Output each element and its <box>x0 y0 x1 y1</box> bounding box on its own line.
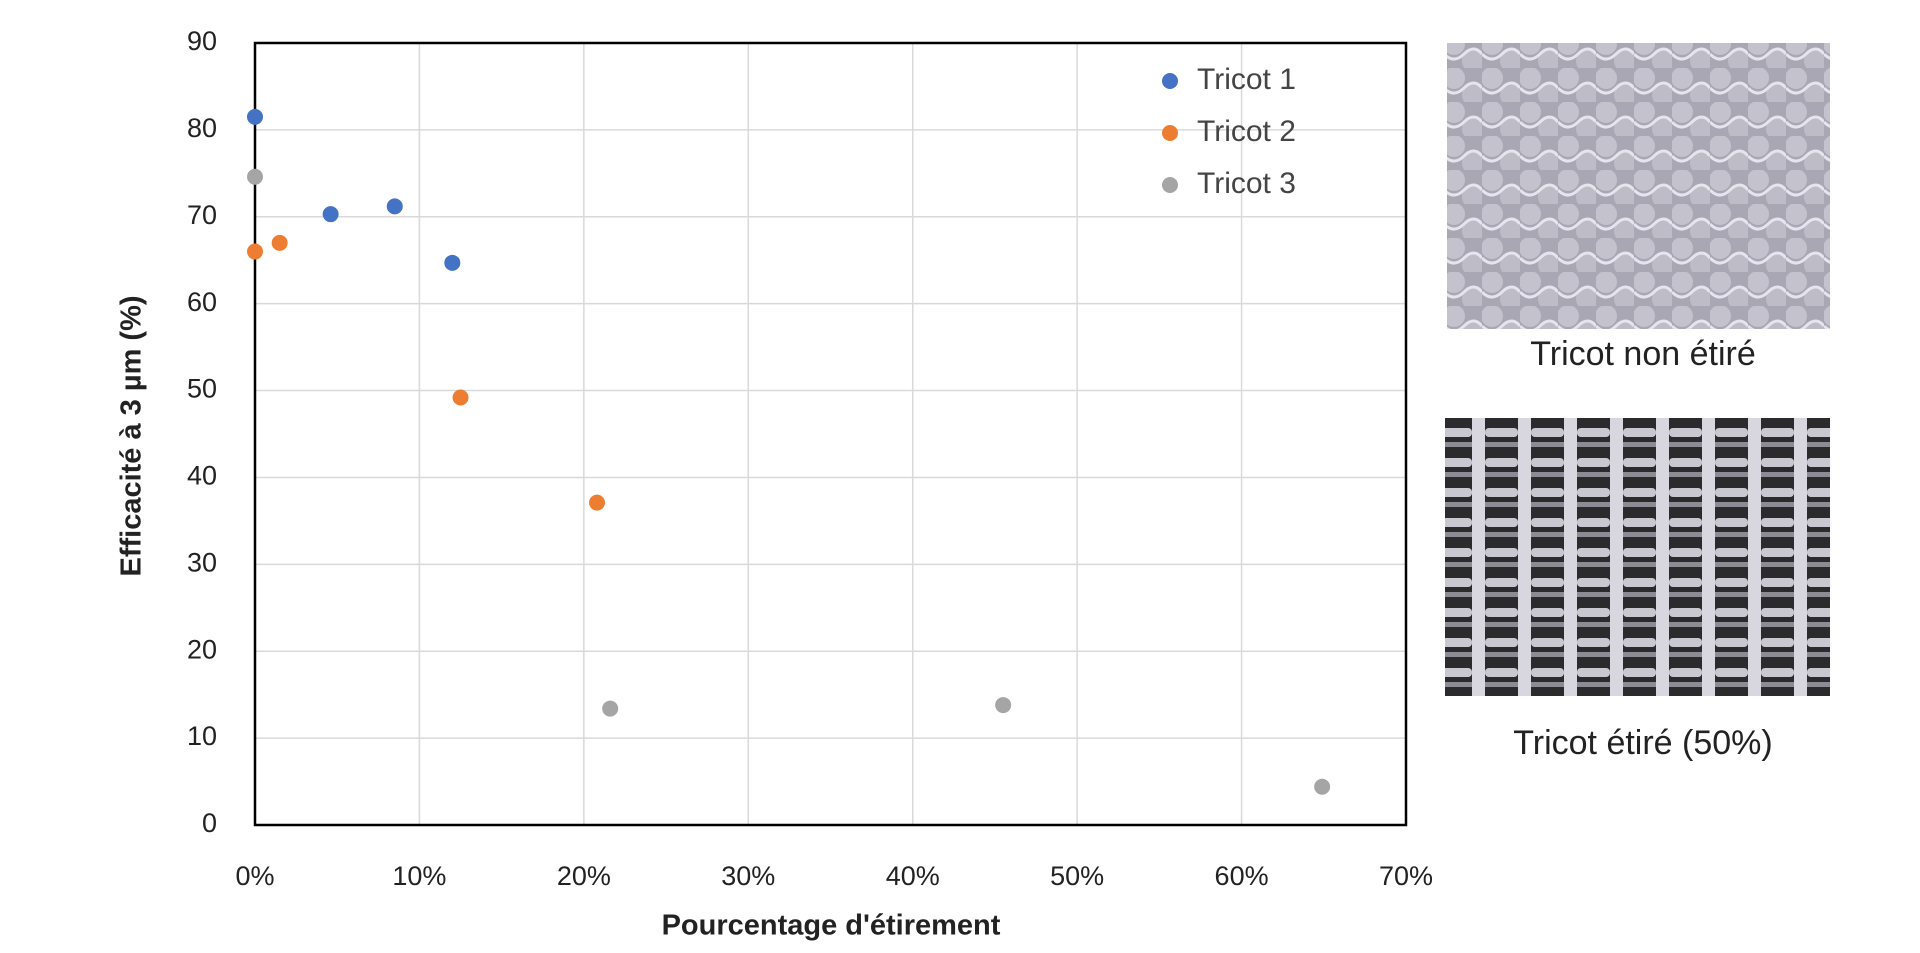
data-point <box>386 198 403 215</box>
photo-caption: Tricot étiré (50%) <box>1513 724 1772 762</box>
x-axis-title: Pourcentage d'étirement <box>662 910 1001 942</box>
data-point <box>589 494 606 511</box>
y-tick-label: 50 <box>187 374 217 404</box>
y-tick-label: 10 <box>187 721 217 751</box>
legend-label: Tricot 2 <box>1197 115 1296 148</box>
data-point <box>247 108 263 125</box>
x-tick-label: 30% <box>721 861 775 891</box>
legend-label: Tricot 1 <box>1197 63 1296 96</box>
y-tick-label: 20 <box>187 634 217 664</box>
legend-marker <box>1162 177 1178 193</box>
x-tick-label: 60% <box>1215 861 1269 891</box>
x-tick-label: 10% <box>392 861 446 891</box>
y-tick-label: 0 <box>202 808 217 838</box>
data-point <box>444 254 461 271</box>
legend-marker <box>1162 73 1178 89</box>
x-tick-label: 70% <box>1379 861 1433 891</box>
x-tick-label: 20% <box>557 861 611 891</box>
x-tick-label: 50% <box>1050 861 1104 891</box>
legend-label: Tricot 3 <box>1197 167 1296 200</box>
data-point <box>247 168 263 185</box>
y-tick-label: 30 <box>187 547 217 577</box>
y-tick-label: 70 <box>187 200 217 230</box>
data-point <box>247 243 263 260</box>
data-point <box>1314 778 1331 795</box>
data-point <box>271 234 288 251</box>
legend-marker <box>1162 125 1178 141</box>
data-point <box>602 700 619 717</box>
data-point <box>995 697 1012 714</box>
y-tick-label: 80 <box>187 113 217 143</box>
x-tick-label: 0% <box>235 861 274 891</box>
photo-stretched <box>1445 418 1830 696</box>
plot-border <box>253 41 1408 827</box>
y-tick-label: 40 <box>187 461 217 491</box>
data-point <box>322 206 339 223</box>
photo-unstretched <box>1447 43 1830 329</box>
y-tick-label: 60 <box>187 287 217 317</box>
y-tick-label: 90 <box>187 26 217 56</box>
photo-caption: Tricot non étiré <box>1530 335 1756 373</box>
x-tick-label: 40% <box>886 861 940 891</box>
y-axis-title: Efficacité à 3 µm (%) <box>116 295 148 576</box>
data-point <box>452 389 469 406</box>
